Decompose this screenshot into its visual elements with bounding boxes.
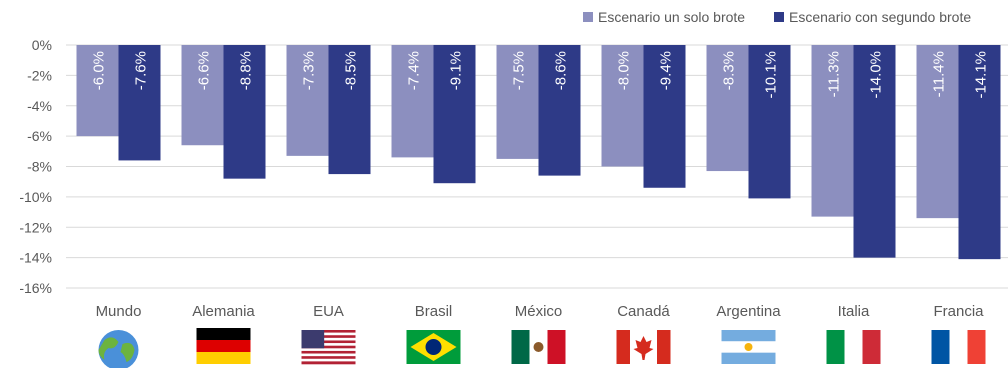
data-label: -7.3% [301, 51, 318, 90]
legend-swatch-series-2 [774, 12, 784, 22]
data-label: -8.8% [238, 51, 255, 90]
bar-series-2 [958, 45, 1001, 260]
category-label: México [515, 303, 563, 320]
bar-series-1 [391, 45, 434, 158]
italy-flag-icon [826, 330, 881, 364]
bar-series-1 [601, 45, 644, 167]
y-tick-label: -4% [27, 98, 52, 114]
brazil-flag-icon [406, 330, 461, 364]
bar-series-2 [643, 45, 686, 188]
bar-series-1 [811, 45, 854, 217]
data-label: -14.1% [973, 51, 990, 99]
category-labels: Mundo Alemania EUA Brasil México Canadá Argent… [96, 303, 985, 320]
bar-series-1 [916, 45, 959, 219]
y-tick-label: -2% [27, 67, 52, 83]
category-label: Canadá [617, 303, 670, 320]
data-label: -8.3% [721, 51, 738, 90]
bar-series-1 [706, 45, 749, 172]
y-tick-label: -12% [19, 219, 52, 235]
flags [98, 328, 986, 368]
bar-series-2 [223, 45, 266, 179]
data-label: -7.5% [511, 51, 528, 90]
argentina-flag-icon [721, 330, 776, 364]
y-tick-label: -14% [19, 250, 52, 266]
bar-series-2 [538, 45, 581, 176]
data-label: -8.6% [553, 51, 570, 90]
data-label: -8.5% [343, 51, 360, 90]
bar-series-2 [853, 45, 896, 258]
bar-series-1 [496, 45, 539, 159]
legend: Escenario un solo brote Escenario con se… [583, 9, 971, 25]
y-axis: 0% -2% -4% -6% -8% -10% -12% -14% -16% [19, 37, 52, 296]
globe-icon [98, 330, 139, 368]
data-label: -7.4% [406, 51, 423, 90]
category-label: Italia [838, 303, 870, 320]
canada-flag-icon [616, 330, 671, 364]
usa-flag-icon [301, 330, 356, 365]
legend-label-series-2: Escenario con segundo brote [789, 9, 971, 25]
category-label: EUA [313, 303, 344, 320]
bars: -6.0% -7.6% -6.6% -8.8% -7.3% -8.5% -7.4% -9.1%… [76, 45, 1001, 260]
category-label: Argentina [716, 303, 781, 320]
france-flag-icon [931, 330, 986, 364]
bar-series-1 [76, 45, 119, 137]
legend-label-series-1: Escenario un solo brote [598, 9, 745, 25]
data-label: -11.4% [931, 51, 948, 97]
bar-series-2 [328, 45, 371, 175]
mexico-flag-icon [511, 330, 566, 364]
category-label: Alemania [192, 303, 255, 320]
y-tick-label: -16% [19, 280, 52, 296]
data-label: -8.0% [616, 51, 633, 90]
data-label: -9.4% [658, 51, 675, 90]
category-label: Brasil [415, 303, 453, 320]
legend-swatch-series-1 [583, 12, 593, 22]
bar-series-1 [286, 45, 329, 156]
bar-series-2 [433, 45, 476, 184]
data-label: -7.6% [133, 51, 150, 90]
category-label: Mundo [96, 303, 142, 320]
y-tick-label: -8% [27, 159, 52, 175]
data-label: -6.6% [196, 51, 213, 90]
data-label: -6.0% [91, 51, 108, 90]
data-label: -9.1% [448, 51, 465, 90]
y-tick-label: -10% [19, 189, 52, 205]
category-label: Francia [933, 303, 984, 320]
bar-series-2 [118, 45, 161, 161]
data-label: -11.3% [826, 51, 843, 97]
bar-series-1 [181, 45, 224, 146]
data-label: -10.1% [763, 51, 780, 99]
y-tick-label: -6% [27, 128, 52, 144]
germany-flag-icon [196, 328, 251, 364]
bar-series-2 [748, 45, 791, 199]
y-tick-label: 0% [32, 37, 52, 53]
data-label: -14.0% [868, 51, 885, 99]
